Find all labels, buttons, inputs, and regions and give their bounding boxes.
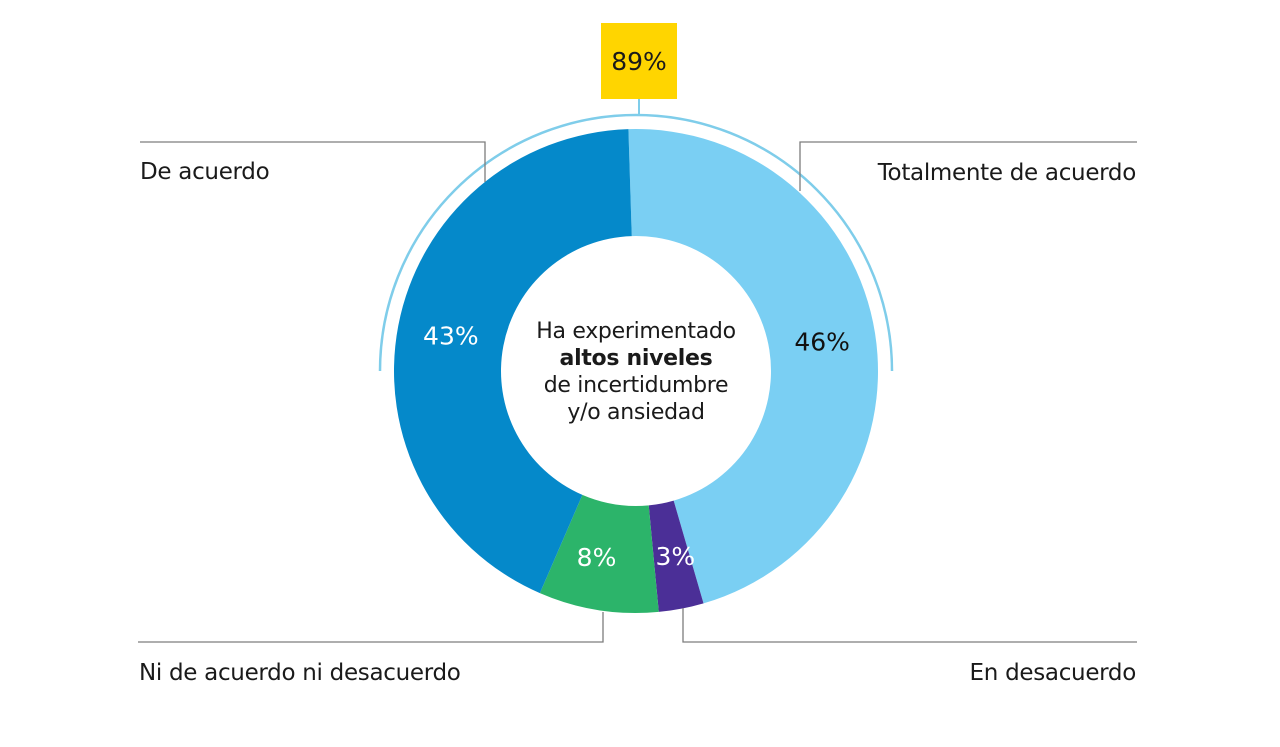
legend-ni-de-acuerdo-ni-desacuerdo: Ni de acuerdo ni desacuerdo	[139, 660, 461, 686]
leader-de-acuerdo	[140, 141, 486, 182]
slice-en-desacuerdo	[648, 500, 704, 612]
combined-total-box: 89%	[601, 23, 677, 99]
combined-total-box-fill	[601, 23, 677, 99]
leader-ni-de-acuerdo-ni-desacuerdo	[138, 612, 604, 643]
legend-de-acuerdo: De acuerdo	[140, 159, 270, 185]
slice-de-acuerdo	[393, 129, 632, 594]
combined-total-bracket-arc	[378, 113, 894, 372]
slice-label-de-acuerdo: 43%	[423, 322, 479, 351]
slice-ni-de-acuerdo-ni-desacuerdo	[539, 494, 659, 613]
center-label-line-4: y/o ansiedad	[567, 400, 705, 425]
slice-label-totalmente-de-acuerdo: 46%	[794, 328, 850, 357]
slice-label-en-desacuerdo: 3%	[655, 542, 695, 571]
leader-en-desacuerdo	[682, 608, 1137, 643]
slice-label-ni-de-acuerdo-ni-desacuerdo: 8%	[577, 543, 617, 572]
leader-totalmente-de-acuerdo	[799, 141, 1137, 191]
center-label-line-1: Ha experimentado	[536, 319, 736, 344]
legend-en-desacuerdo: En desacuerdo	[969, 660, 1137, 686]
center-label-line-2: altos niveles	[559, 346, 713, 371]
combined-total-label: 89%	[611, 46, 667, 76]
legend-totalmente-de-acuerdo: Totalmente de acuerdo	[877, 160, 1137, 186]
center-label-line-3: de incertidumbre	[543, 373, 729, 398]
center-label: Ha experimentado altos niveles de incert…	[516, 318, 756, 426]
slice-totalmente-de-acuerdo	[628, 129, 878, 604]
